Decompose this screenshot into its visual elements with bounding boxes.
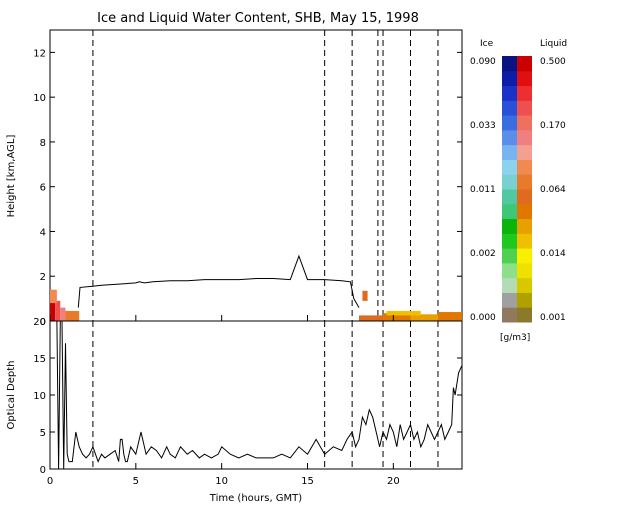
ice-color-0 bbox=[502, 307, 517, 323]
od-tick-label-2: 10 bbox=[33, 391, 46, 402]
liquid-cell-5 bbox=[359, 315, 384, 321]
optical-depth-panel: 0 5 10 15 20 0 5 10 15 20 Optical Depth Time (ho… bbox=[6, 315, 463, 504]
bottom-panel-frame bbox=[49, 320, 463, 470]
liquid-color-4 bbox=[517, 248, 532, 264]
liquid-color-15 bbox=[517, 85, 532, 101]
ice-color-12 bbox=[502, 129, 517, 146]
time-tick-label-1: 5 bbox=[133, 476, 139, 487]
time-tick-label-2: 10 bbox=[215, 476, 228, 487]
time-tick-label-0: 0 bbox=[47, 476, 53, 487]
liquid-color-9 bbox=[517, 174, 532, 190]
od-tick-label-3: 15 bbox=[33, 354, 46, 365]
height-tick-label-3: 6 bbox=[40, 183, 46, 194]
ice-tick-label-3: 0.033 bbox=[470, 121, 496, 131]
ice-color-14 bbox=[502, 100, 517, 116]
liquid-tick-label-0: 0.001 bbox=[540, 313, 566, 323]
time-axis-ticks: 0 5 10 15 20 bbox=[47, 315, 400, 487]
liquid-color-3 bbox=[517, 262, 532, 279]
ice-tick-label-0: 0.000 bbox=[470, 313, 496, 323]
height-tick-label-6: 12 bbox=[33, 48, 46, 59]
bottom-panel-time-markers bbox=[92, 321, 439, 469]
liquid-cell-10 bbox=[362, 290, 368, 301]
liquid-tick-label-3: 0.170 bbox=[540, 121, 566, 131]
liquid-color-16 bbox=[517, 70, 532, 87]
liquid-color-8 bbox=[517, 189, 532, 205]
liquid-cell-7 bbox=[410, 314, 438, 321]
cloud-top-contour bbox=[77, 254, 360, 308]
od-tick-label-0: 0 bbox=[40, 465, 46, 476]
chart-title: Ice and Liquid Water Content, SHB, May 1… bbox=[97, 11, 419, 26]
ice-color-2 bbox=[502, 277, 517, 293]
optical-depth-axis-ticks: 0 5 10 15 20 bbox=[33, 317, 462, 476]
liquid-color-5 bbox=[517, 233, 532, 249]
ice-color-8 bbox=[502, 189, 517, 205]
colorbar-tick-labels: 0.000 0.002 0.011 0.033 0.090 0.001 0.014 0.064… bbox=[470, 57, 566, 323]
height-axis-ticks: 0 2 4 6 8 10 12 bbox=[33, 48, 462, 328]
ice-color-10 bbox=[502, 159, 517, 175]
time-axis-label: Time (hours, GMT) bbox=[209, 493, 303, 504]
height-tick-label-0: 0 bbox=[40, 317, 46, 328]
liquid-cell-1 bbox=[55, 300, 61, 321]
water-content-panel: 0 2 4 6 8 10 12 Height [km,AGL] bbox=[6, 29, 463, 328]
liquid-color-14 bbox=[517, 100, 532, 116]
liquid-cell-9 bbox=[386, 310, 421, 316]
optical-depth-axis-label: Optical Depth bbox=[6, 361, 17, 430]
water-content-heatmap bbox=[50, 289, 462, 321]
liquid-color-12 bbox=[517, 129, 532, 146]
liquid-color-7 bbox=[517, 203, 532, 220]
top-panel-frame bbox=[49, 29, 463, 322]
liquid-color-11 bbox=[517, 144, 532, 160]
liquid-cell-4 bbox=[50, 289, 57, 304]
liquid-cell-6 bbox=[383, 313, 411, 321]
ice-color-13 bbox=[502, 115, 517, 131]
ice-tick-label-4: 0.090 bbox=[470, 57, 496, 67]
liquid-cell-8 bbox=[437, 312, 462, 321]
optical-depth-line bbox=[50, 320, 463, 470]
ice-color-3 bbox=[502, 262, 517, 279]
ice-color-5 bbox=[502, 233, 517, 249]
ice-color-6 bbox=[502, 218, 517, 234]
height-tick-label-4: 8 bbox=[40, 138, 46, 149]
liquid-tick-label-2: 0.064 bbox=[540, 185, 566, 195]
od-tick-label-4: 20 bbox=[33, 317, 46, 328]
liquid-color-17 bbox=[517, 56, 532, 72]
time-tick-label-3: 15 bbox=[301, 476, 314, 487]
ice-color-17 bbox=[502, 56, 517, 72]
liquid-cell-0 bbox=[50, 294, 56, 321]
liquid-tick-label-1: 0.014 bbox=[540, 249, 566, 259]
liquid-color-6 bbox=[517, 218, 532, 234]
liquid-color-1 bbox=[517, 292, 532, 308]
ice-color-1 bbox=[502, 292, 517, 308]
liquid-color-2 bbox=[517, 277, 532, 293]
colorbar-liquid-scale bbox=[517, 56, 532, 323]
ice-color-16 bbox=[502, 70, 517, 87]
height-axis-label: Height [km,AGL] bbox=[6, 135, 17, 218]
liquid-color-13 bbox=[517, 115, 532, 131]
colorbar-units: [g/m3] bbox=[500, 333, 530, 343]
ice-color-9 bbox=[502, 174, 517, 190]
time-tick-label-4: 20 bbox=[387, 476, 400, 487]
liquid-cell-3 bbox=[65, 310, 80, 321]
ice-tick-label-2: 0.011 bbox=[470, 185, 496, 195]
liquid-cell-2 bbox=[60, 307, 66, 321]
ice-color-7 bbox=[502, 203, 517, 220]
ice-color-11 bbox=[502, 144, 517, 160]
height-tick-label-1: 2 bbox=[40, 272, 46, 283]
ice-tick-label-1: 0.002 bbox=[470, 249, 496, 259]
liquid-tick-label-4: 0.500 bbox=[540, 57, 566, 67]
ice-color-4 bbox=[502, 248, 517, 264]
height-tick-label-5: 10 bbox=[33, 93, 46, 104]
liquid-color-0 bbox=[517, 307, 532, 323]
liquid-color-10 bbox=[517, 159, 532, 175]
od-tick-label-1: 5 bbox=[40, 428, 46, 439]
height-tick-label-2: 4 bbox=[40, 227, 46, 238]
colorbar-ice-scale bbox=[502, 56, 517, 323]
top-panel-time-markers bbox=[92, 30, 439, 321]
colorbar: Ice Liquid 0.0000.0020.0110.0330.0900.00… bbox=[470, 39, 567, 343]
ice-color-15 bbox=[502, 85, 517, 101]
colorbar-liquid-label: Liquid bbox=[540, 39, 567, 49]
colorbar-ice-label: Ice bbox=[480, 39, 494, 49]
